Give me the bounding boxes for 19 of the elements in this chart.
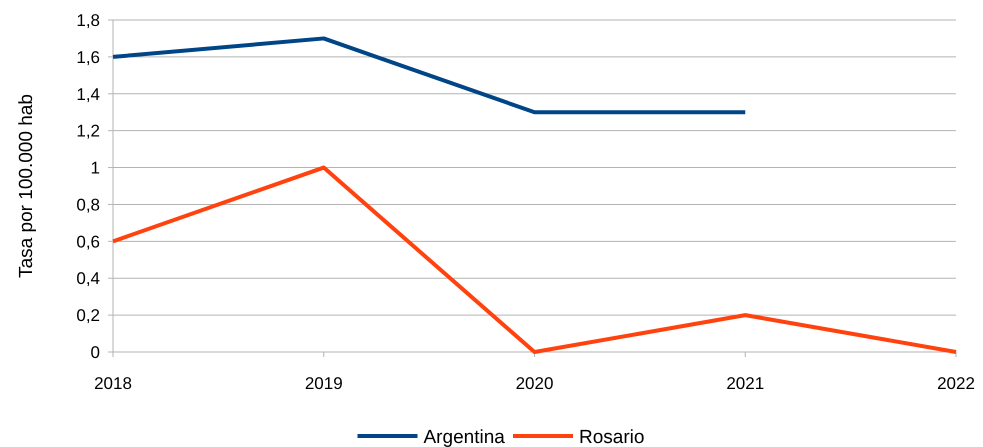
y-tick-label: 0,2	[76, 306, 100, 326]
x-tick-label: 2019	[304, 374, 343, 393]
y-tick-label: 1,4	[76, 84, 100, 104]
x-tick-label: 2022	[937, 374, 975, 393]
legend-label: Argentina	[424, 427, 506, 447]
y-tick-label: 1,8	[76, 11, 100, 30]
y-tick-label: 0	[90, 343, 100, 362]
y-tick-label: 0,6	[76, 232, 100, 252]
legend-label: Rosario	[579, 427, 644, 447]
y-tick-label: 1,6	[76, 48, 100, 67]
x-tick-label: 2020	[516, 374, 554, 393]
line-series	[111, 166, 958, 354]
y-tick-label: 0,8	[76, 195, 100, 214]
y-tick-label: 1,2	[76, 122, 100, 141]
y-tick-label: 0,4	[76, 269, 100, 288]
x-tick-label: 2018	[94, 374, 132, 393]
y-tick-label: 1	[90, 158, 100, 178]
x-tick-label: 2021	[726, 374, 764, 393]
y-axis-title: Tasa por 100.000 hab	[16, 94, 37, 278]
